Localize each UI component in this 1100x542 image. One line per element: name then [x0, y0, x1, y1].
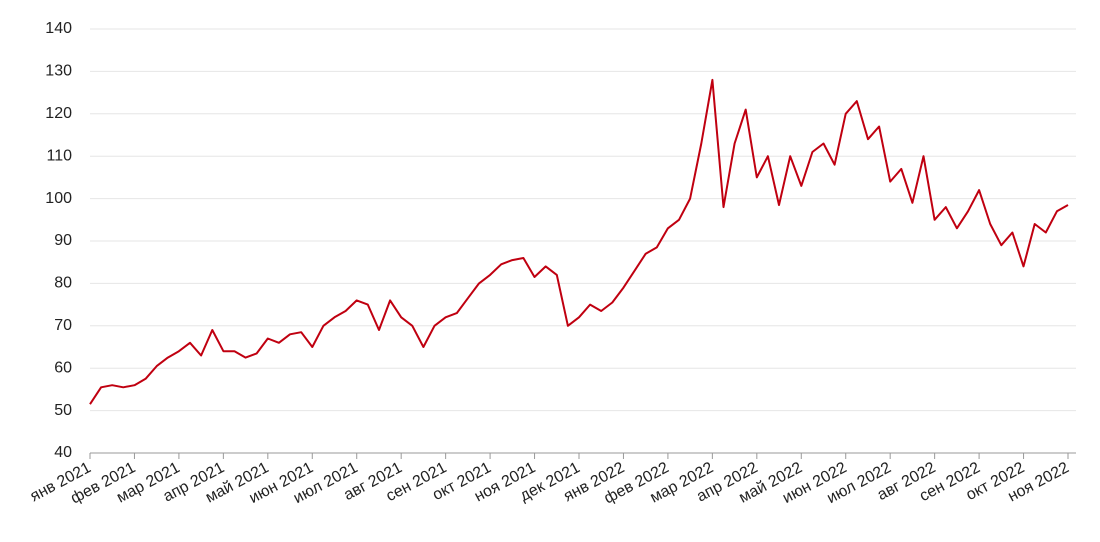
y-tick-label: 60	[54, 359, 72, 376]
y-tick-label: 100	[45, 190, 72, 207]
y-tick-label: 140	[45, 20, 72, 37]
price-line	[89, 78, 1069, 405]
y-tick-label: 50	[54, 402, 72, 419]
y-tick-label: 70	[54, 317, 72, 334]
y-tick-label: 90	[54, 232, 72, 249]
y-tick-label: 130	[45, 63, 72, 80]
y-tick-label: 80	[54, 275, 72, 292]
y-tick-label: 120	[45, 105, 72, 122]
y-tick-label: 40	[54, 444, 72, 461]
y-tick-label: 110	[46, 147, 72, 164]
